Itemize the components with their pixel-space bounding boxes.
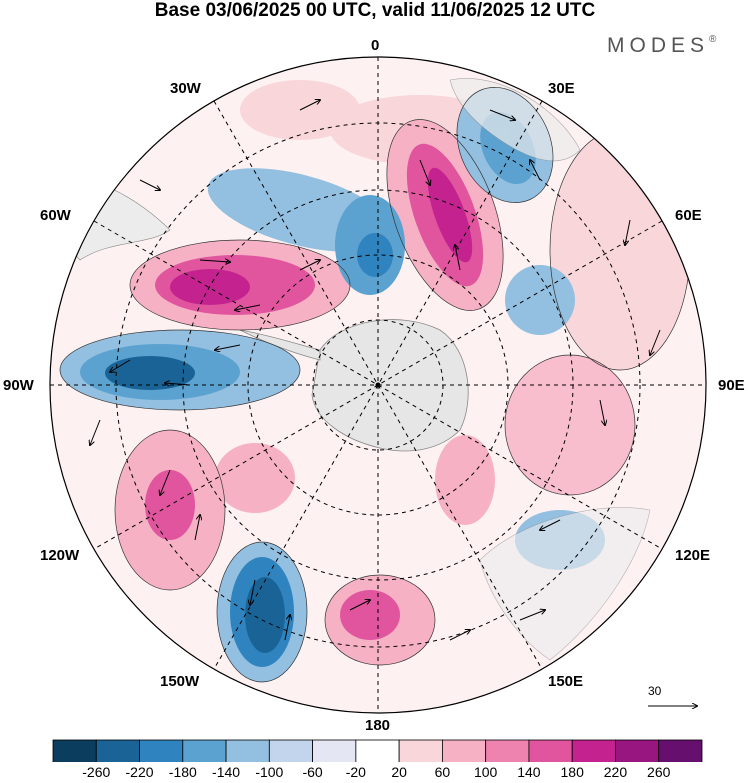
map-boundary [49,56,707,714]
colorbar-swatch [225,739,270,762]
lon-label-180: 180 [365,717,391,734]
lon-label-120e: 120E [675,547,711,564]
lon-label-90w: 90W [3,377,34,394]
positive-anomaly-southeast [435,435,495,525]
modes-logo: MODES® [607,34,716,58]
wind-vectors [90,100,661,641]
colorbar-swatch [182,739,227,762]
colorbar-swatch [441,739,487,762]
colorbar-tick-label: 220 [603,764,628,780]
colorbar-swatch [312,739,357,762]
lon-label-60e: 60E [675,207,702,224]
positive-anomaly-west-max [170,269,250,305]
polar-stereographic-map [49,56,707,714]
reference-vector-label: 30 [648,684,662,698]
colorbar-tick-label: 20 [391,764,407,780]
colorbar-tick-label: -20 [345,764,366,780]
lon-label-60w: 60W [40,207,71,224]
colorbar-swatch [52,739,97,762]
colorbar-swatch [528,739,573,762]
colorbar-swatch [571,739,616,762]
colorbar-swatch [658,739,703,762]
positive-anomaly-small [215,443,295,513]
lon-label-30e: 30E [548,80,575,97]
colorbar-swatch [398,739,443,762]
south-pole-marker [375,382,381,388]
colorbar-tick-label: -140 [212,764,241,780]
lon-label-150e: 150E [548,673,584,690]
lon-label-150w: 150W [160,673,200,690]
colorbar-tick-label: -100 [255,764,284,780]
colorbar-swatch [95,739,140,762]
positive-anomaly-south-core [340,590,400,640]
lon-label-90e: 90E [718,377,745,394]
colorbar-swatch [355,739,400,762]
negative-anomaly-south-max [245,577,285,653]
colorbar-tick-label: 180 [560,764,584,780]
colorbar-tick-label: -260 [82,764,111,780]
lon-label-30w: 30W [170,80,201,97]
australia [479,507,651,661]
lon-label-0: 0 [371,37,380,54]
positive-anomaly-north-max [427,167,473,263]
lon-label-120w: 120W [40,547,80,564]
colorbar-tick-label: -60 [302,764,323,780]
colorbar-tick-label: -180 [168,764,197,780]
colorbar-swatch [139,739,184,762]
colorbar-tick-label: 60 [434,764,451,780]
negative-anomaly-east [505,265,575,335]
brand-text: MODES [607,34,710,57]
colorbar-tick-label: -220 [125,764,154,780]
antarctica-landmass [311,319,469,452]
colorbar-swatch [485,739,530,762]
colorbar-swatch [268,739,314,762]
colorbar-swatch [615,739,660,762]
map-title: Base 03/06/2025 00 UTC, valid 11/06/2025… [154,0,596,21]
colorbar [52,739,703,762]
registered-mark: ® [709,34,717,45]
negative-anomaly-west-max [105,356,195,390]
colorbar-tick-label: 100 [473,764,498,780]
colorbar-tick-label: 260 [647,764,671,780]
colorbar-tick-label: 140 [517,764,541,780]
